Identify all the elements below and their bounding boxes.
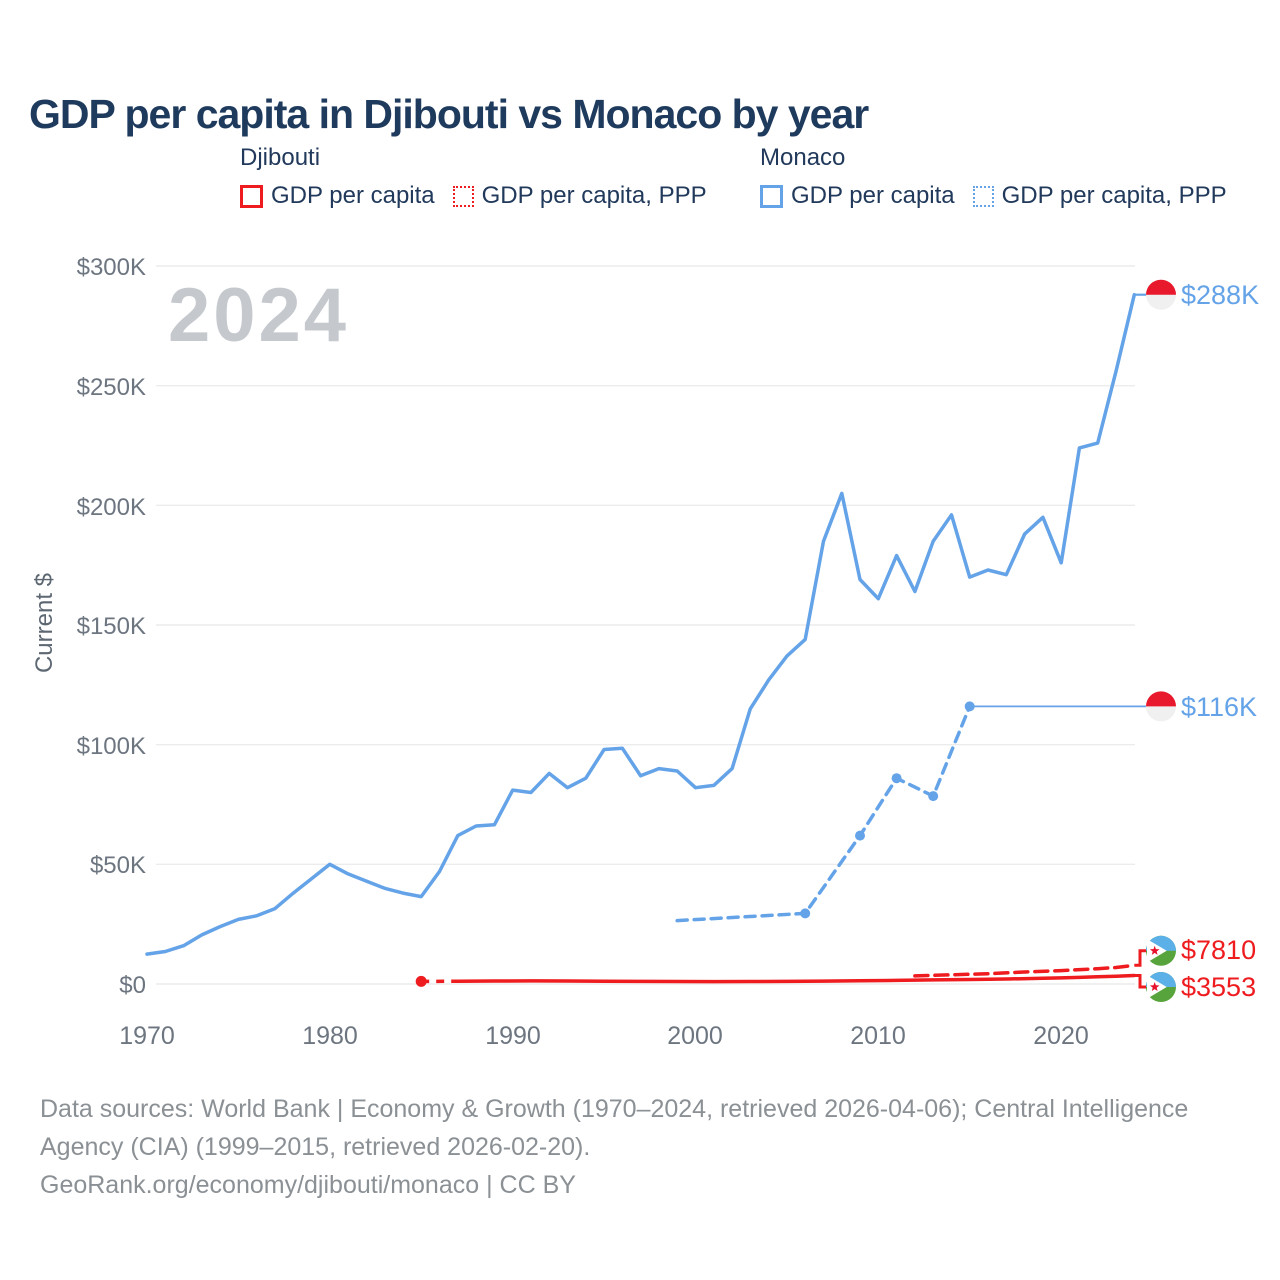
footer: Data sources: World Bank | Economy & Gro… [40,1090,1220,1204]
legend-label-monaco-gdp: GDP per capita [791,182,955,209]
watermark-year: 2024 [168,273,350,358]
monaco-gdp-ppp-marker [928,791,939,802]
legend-items-djibouti: GDP per capita GDP per capita, PPP [240,182,725,210]
y-tick-0: $0 [119,972,146,999]
end-label-monaco-gdp-ppp: $116K [1181,692,1258,722]
legend-group-djibouti: Djibouti GDP per capita GDP per capita, … [240,144,725,210]
x-tick-2010: 2010 [850,1022,906,1050]
y-tick-300k: $300K [76,254,146,281]
x-tick-2000: 2000 [667,1022,723,1050]
end-label-djibouti-gdp-ppp: $7810 [1181,935,1257,965]
y-tick-200k: $200K [76,494,146,521]
monaco-gdp-ppp-line [675,704,972,923]
djibouti-flag-icon [1149,945,1160,955]
monaco-gdp-ppp-marker [964,701,975,712]
monaco-flag-icon [1146,691,1176,707]
legend-items-monaco: GDP per capita GDP per capita, PPP [760,182,1245,210]
end-label-monaco-gdp: $288K [1181,280,1260,310]
page-title: GDP per capita in Djibouti vs Monaco by … [29,91,869,138]
x-tick-1980: 1980 [302,1022,358,1050]
x-tick-1970: 1970 [119,1022,175,1050]
djibouti-gdp-ppp-leader-line [1134,949,1147,967]
monaco-gdp-line [145,292,1137,956]
legend-group-monaco: Monaco GDP per capita GDP per capita, PP… [760,144,1245,210]
footer-data-sources: Data sources: World Bank | Economy & Gro… [40,1095,1189,1161]
djibouti-gdp-leader-line [1134,974,1147,989]
y-tick-50k: $50K [89,852,146,879]
djibouti-gdp-start-marker [415,975,427,987]
legend-label-djibouti-gdp-ppp: GDP per capita, PPP [481,182,707,209]
legend-swatch-djibouti-gdp-icon [240,184,263,208]
djibouti-gdp-line [456,973,1137,984]
legend-swatch-monaco-gdp-ppp-icon [972,185,994,207]
x-tick-2020: 2020 [1033,1022,1089,1050]
y-tick-150k: $150K [76,613,146,640]
legend-swatch-monaco-gdp-icon [760,184,783,208]
monaco-gdp-ppp-marker [800,908,811,919]
legend-title-djibouti: Djibouti [240,144,321,171]
djibouti-gdp-ppp-line [913,963,1137,978]
x-tick-1990: 1990 [485,1022,541,1050]
legend-title-monaco: Monaco [760,144,846,171]
legend-swatch-djibouti-gdp-ppp-icon [452,185,474,207]
monaco-flag-icon [1146,279,1176,295]
monaco-gdp-ppp-marker [855,830,865,841]
y-tick-250k: $250K [76,374,146,401]
legend-label-monaco-gdp-ppp: GDP per capita, PPP [1001,182,1227,209]
monaco-gdp-ppp-marker [891,773,902,784]
end-label-djibouti-gdp: $3553 [1181,972,1257,1002]
footer-link: GeoRank.org/economy/djibouti/monaco | CC… [40,1171,576,1199]
legend-label-djibouti-gdp: GDP per capita [271,182,435,209]
djibouti-flag-icon [1149,982,1160,991]
y-tick-100k: $100K [76,733,146,760]
